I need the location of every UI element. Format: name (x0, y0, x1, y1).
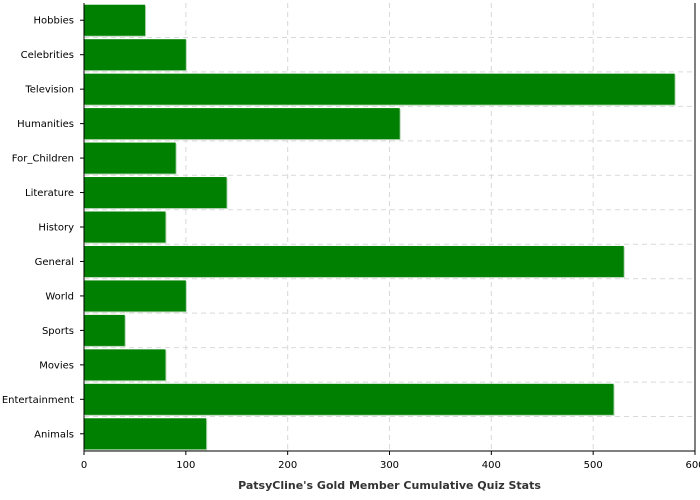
bar-Literature (84, 177, 227, 209)
labels: Hobbies Celebrities Television Humanities Fo… (2, 16, 700, 471)
y-tick-label-World: World (45, 291, 74, 302)
x-axis-title: PatsyCline's Gold Member Cumulative Quiz… (238, 479, 541, 492)
y-tick-label-Humanities: Humanities (17, 119, 74, 130)
y-tick-label-Celebrities: Celebrities (21, 50, 74, 61)
y-tick-label-For_Children: For_Children (12, 154, 74, 165)
x-tick-label-400: 400 (482, 460, 501, 471)
y-tick-label-History: History (38, 223, 74, 234)
bar-Humanities (84, 108, 400, 140)
y-tick-label-Television: Television (24, 85, 74, 96)
bar-Hobbies (84, 4, 146, 36)
x-tick-label-600: 600 (685, 460, 700, 471)
y-tick-label-Animals: Animals (34, 429, 74, 440)
x-tick-label-500: 500 (584, 460, 603, 471)
bar-Television (84, 73, 675, 105)
axes (80, 3, 696, 455)
x-tick-label-300: 300 (380, 460, 399, 471)
y-tick-label-Sports: Sports (42, 326, 74, 337)
bar-Movies (84, 349, 166, 381)
bar-Celebrities (84, 39, 186, 71)
x-tick-label-200: 200 (278, 460, 297, 471)
bar-Entertainment (84, 383, 614, 415)
bar-General (84, 245, 624, 277)
y-tick-label-Literature: Literature (25, 188, 74, 199)
y-tick-label-Hobbies: Hobbies (34, 16, 74, 27)
bar-History (84, 211, 166, 243)
x-tick-label-0: 0 (81, 460, 87, 471)
bar-Sports (84, 314, 125, 346)
bar-World (84, 280, 186, 312)
bar-Animals (84, 418, 207, 450)
y-tick-label-General: General (35, 257, 74, 268)
y-tick-label-Movies: Movies (39, 360, 74, 371)
bar-For_Children (84, 142, 176, 174)
x-tick-label-100: 100 (176, 460, 195, 471)
y-tick-label-Entertainment: Entertainment (2, 395, 74, 406)
bars (84, 4, 676, 451)
